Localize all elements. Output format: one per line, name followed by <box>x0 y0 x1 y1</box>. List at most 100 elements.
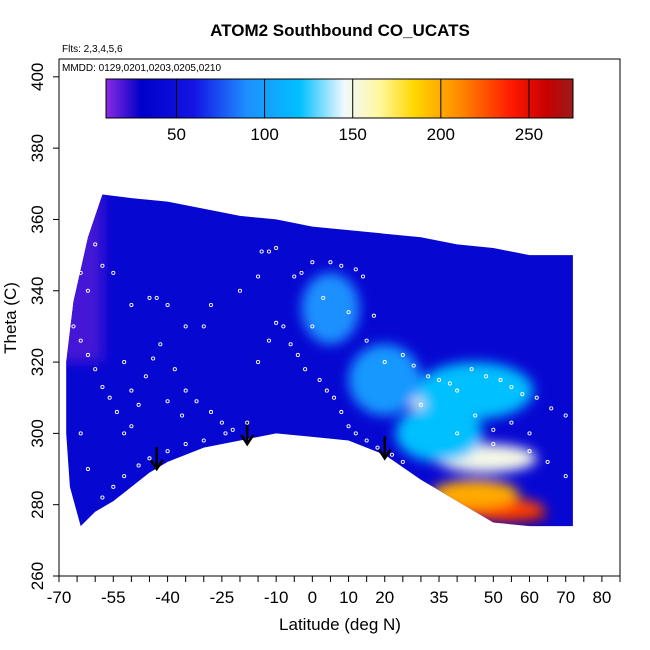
x-tick-label: 50 <box>484 588 503 607</box>
sample-point <box>78 431 83 436</box>
sample-point <box>230 427 235 432</box>
sample-point <box>201 438 206 443</box>
sample-point <box>509 420 514 425</box>
sample-point <box>147 456 152 461</box>
colorbar-gradient <box>105 78 574 119</box>
sample-point <box>111 484 116 489</box>
sample-point <box>237 288 243 293</box>
sample-point <box>219 420 224 425</box>
sample-point <box>473 413 478 418</box>
sample-point <box>165 449 170 454</box>
arrows <box>149 422 392 472</box>
sample-point <box>129 424 134 429</box>
field-region-low <box>66 194 103 363</box>
y-tick-label: 380 <box>28 134 47 162</box>
sample-point <box>418 402 423 407</box>
chart-title: ATOM2 Southbound CO_UCATS <box>210 21 470 40</box>
sample-point <box>563 474 568 479</box>
x-tick-label: -70 <box>47 588 72 607</box>
sample-point <box>353 267 358 272</box>
sample-point <box>136 463 141 468</box>
sample-point <box>484 374 489 379</box>
sample-point <box>266 249 271 254</box>
down-arrow <box>377 436 392 461</box>
sample-point <box>321 295 326 300</box>
sample-point <box>71 324 76 329</box>
sample-point <box>563 413 568 418</box>
y-tick-label: 360 <box>28 205 47 233</box>
sample-point <box>154 295 159 300</box>
sample-point <box>183 324 188 329</box>
sample-point <box>346 424 351 429</box>
sample-point <box>411 363 416 368</box>
sample-point <box>107 395 112 400</box>
sample-point <box>122 360 127 365</box>
sample-point <box>455 388 460 393</box>
sample-point <box>455 431 460 436</box>
y-tick-label: 300 <box>28 419 47 447</box>
sample-point <box>136 402 141 407</box>
sample-point <box>527 449 532 454</box>
x-tick-label: -40 <box>155 588 180 607</box>
sample-point <box>317 377 322 382</box>
sample-point <box>527 431 532 436</box>
sample-point <box>491 442 496 447</box>
sample-point <box>201 324 206 329</box>
sample-point <box>288 342 293 347</box>
sample-point <box>165 302 170 308</box>
sample-point <box>85 352 91 357</box>
sample-point <box>93 242 98 247</box>
sample-point <box>364 338 369 343</box>
sample-point <box>223 431 228 436</box>
sample-point <box>328 260 333 265</box>
sample-point <box>310 260 315 265</box>
sample-points <box>71 242 568 500</box>
sample-point <box>426 374 431 379</box>
sample-point <box>400 459 405 464</box>
sample-point <box>310 324 315 329</box>
x-tick-label: 0 <box>308 588 317 607</box>
sample-point <box>274 320 279 325</box>
down-arrow <box>240 422 255 447</box>
sample-point <box>545 459 550 464</box>
field-hotspot <box>417 362 534 420</box>
y-tick-label: 340 <box>28 277 47 305</box>
sample-point <box>122 474 127 479</box>
sample-point <box>353 431 358 436</box>
field-hotspot <box>348 344 421 416</box>
x-tick-label: 80 <box>592 588 611 607</box>
sample-point <box>382 360 387 365</box>
y-axis: 260 280 300 320 340 360 380 400 <box>28 63 59 590</box>
x-tick-label: 35 <box>430 588 449 607</box>
x-tick-label: 10 <box>339 588 358 607</box>
field-hotspot <box>301 272 360 345</box>
sample-point <box>364 438 369 443</box>
sample-point <box>245 420 250 425</box>
sample-point <box>400 352 405 357</box>
sample-point <box>194 399 199 404</box>
sample-point <box>371 313 376 318</box>
y-tick-label: 320 <box>28 348 47 376</box>
colorbar: 50 100 150 200 250 <box>105 78 574 144</box>
y-tick-label: 400 <box>28 63 47 91</box>
sample-point <box>339 263 344 268</box>
y-tick-label: 280 <box>28 491 47 519</box>
x-tick-label: 70 <box>556 588 575 607</box>
sample-point <box>447 381 452 386</box>
sample-point <box>375 445 380 450</box>
sample-point <box>436 377 442 382</box>
sample-point <box>183 388 188 393</box>
sample-point <box>339 409 344 415</box>
sample-point <box>114 409 119 415</box>
x-tick-label: 60 <box>520 588 539 607</box>
sample-point <box>360 274 366 279</box>
sample-point <box>274 245 279 251</box>
y-axis-label: Theta (C) <box>1 282 20 354</box>
colorbar-tick-label: 250 <box>515 125 543 144</box>
colorbar-tick-label: 50 <box>167 125 186 144</box>
plot-frame <box>58 58 621 577</box>
x-axis-label: Latitude (deg N) <box>279 615 401 634</box>
sample-point <box>299 270 304 275</box>
sample-point <box>78 270 83 275</box>
